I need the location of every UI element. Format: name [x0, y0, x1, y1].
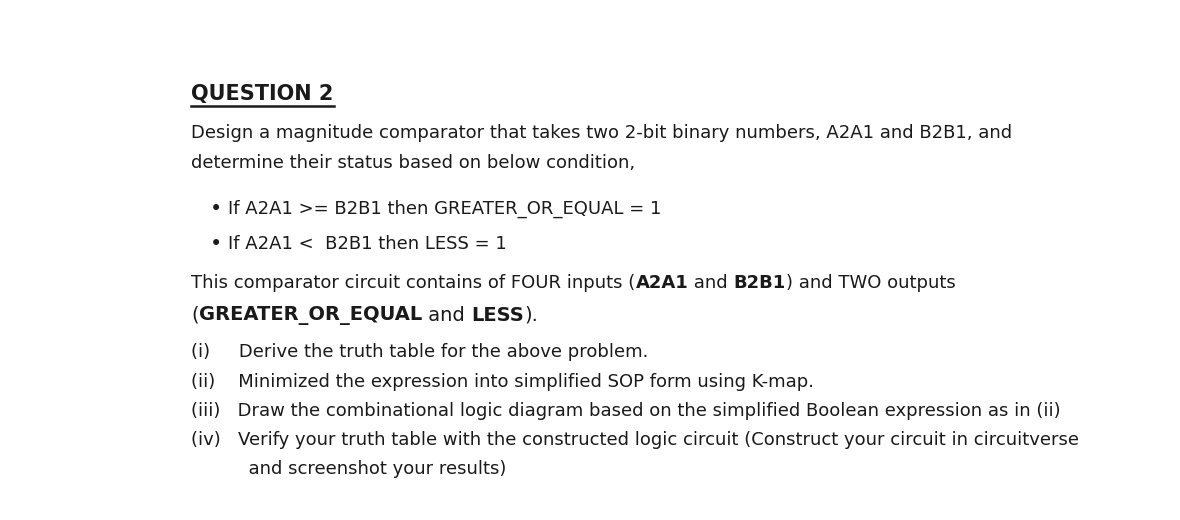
- Text: and screenshot your results): and screenshot your results): [191, 460, 506, 477]
- Text: This comparator circuit contains of FOUR inputs (: This comparator circuit contains of FOUR…: [191, 274, 636, 292]
- Text: determine their status based on below condition,: determine their status based on below co…: [191, 154, 636, 172]
- Text: B2B1: B2B1: [734, 274, 786, 292]
- Text: (iii)   Draw the combinational logic diagram based on the simplified Boolean exp: (iii) Draw the combinational logic diagr…: [191, 402, 1061, 420]
- Text: QUESTION 2: QUESTION 2: [191, 84, 334, 105]
- Text: and: and: [688, 274, 734, 292]
- Text: ) and TWO outputs: ) and TWO outputs: [786, 274, 956, 292]
- Text: A2A1: A2A1: [636, 274, 688, 292]
- Text: (iv)   Verify your truth table with the constructed logic circuit (Construct you: (iv) Verify your truth table with the co…: [191, 431, 1080, 449]
- Text: •: •: [210, 234, 222, 254]
- Text: If A2A1 <  B2B1 then LESS = 1: If A2A1 < B2B1 then LESS = 1: [228, 235, 506, 253]
- Text: (i)     Derive the truth table for the above problem.: (i) Derive the truth table for the above…: [191, 344, 649, 361]
- Text: •: •: [210, 199, 222, 219]
- Text: GREATER_OR_EQUAL: GREATER_OR_EQUAL: [199, 306, 422, 325]
- Text: Design a magnitude comparator that takes two 2-bit binary numbers, A2A1 and B2B1: Design a magnitude comparator that takes…: [191, 124, 1012, 142]
- Text: (ii)    Minimized the expression into simplified SOP form using K-map.: (ii) Minimized the expression into simpl…: [191, 373, 814, 391]
- Text: and: and: [422, 306, 471, 325]
- Text: ).: ).: [524, 306, 538, 325]
- Text: LESS: LESS: [471, 306, 524, 325]
- Text: (: (: [191, 306, 199, 325]
- Text: If A2A1 >= B2B1 then GREATER_OR_EQUAL = 1: If A2A1 >= B2B1 then GREATER_OR_EQUAL = …: [228, 200, 661, 218]
